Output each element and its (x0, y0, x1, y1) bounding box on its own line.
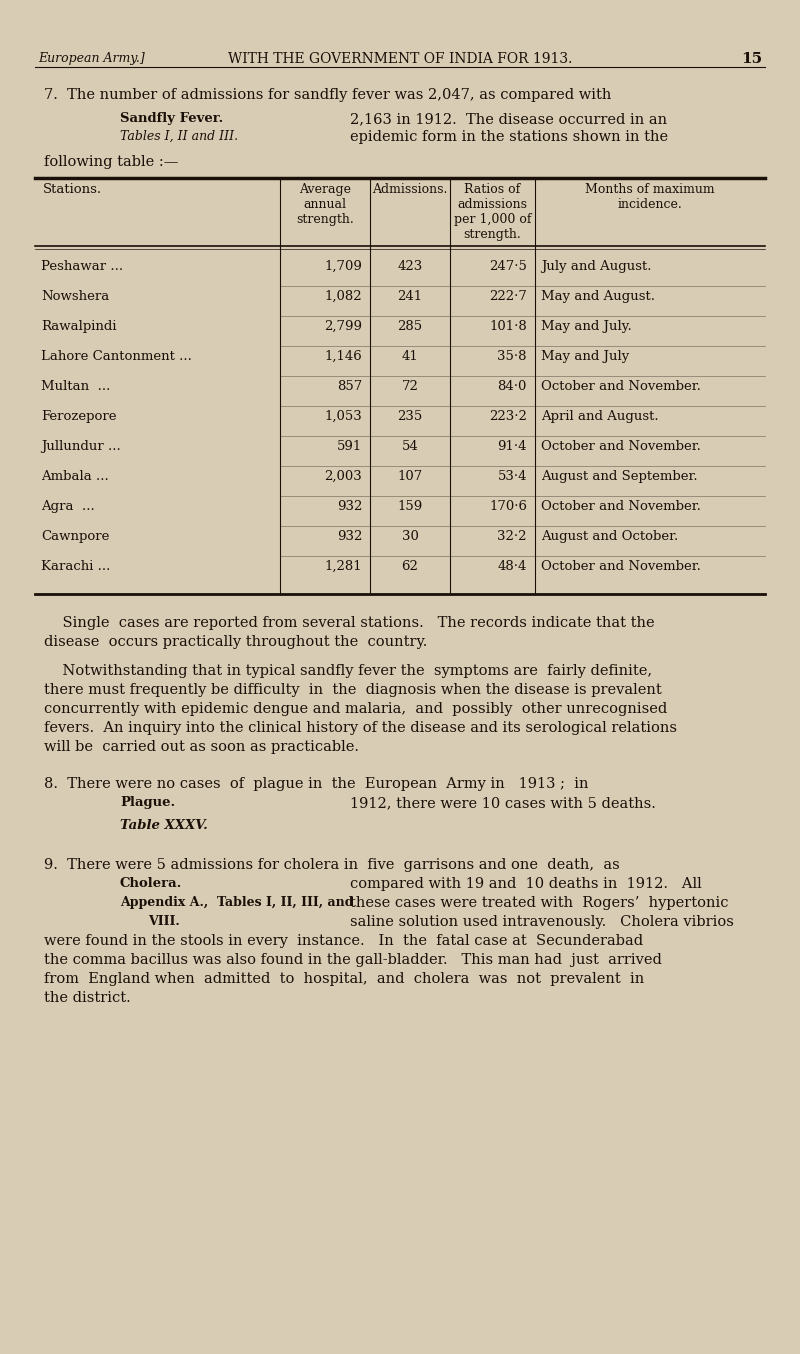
Text: 2,799: 2,799 (324, 320, 362, 333)
Text: 932: 932 (337, 500, 362, 513)
Text: Sandfly Fever.: Sandfly Fever. (120, 112, 223, 125)
Text: 54: 54 (402, 440, 418, 454)
Text: 72: 72 (402, 380, 418, 393)
Text: May and July: May and July (541, 349, 630, 363)
Text: these cases were treated with  Rogers’  hypertonic: these cases were treated with Rogers’ hy… (350, 896, 729, 910)
Text: Average
annual
strength.: Average annual strength. (296, 183, 354, 226)
Text: Plague.: Plague. (120, 796, 175, 808)
Text: Peshawar ...: Peshawar ... (41, 260, 123, 274)
Text: Multan  ...: Multan ... (41, 380, 110, 393)
Text: Jullundur ...: Jullundur ... (41, 440, 121, 454)
Text: Tables I, II and III.: Tables I, II and III. (120, 130, 238, 144)
Text: Notwithstanding that in typical sandfly fever the  symptoms are  fairly definite: Notwithstanding that in typical sandfly … (44, 663, 652, 678)
Text: August and September.: August and September. (541, 470, 698, 483)
Text: Appendix A.,  Tables I, II, III, and: Appendix A., Tables I, II, III, and (120, 896, 354, 909)
Text: 30: 30 (402, 529, 418, 543)
Text: there must frequently be difficulty  in  the  diagnosis when the disease is prev: there must frequently be difficulty in t… (44, 682, 662, 697)
Text: 241: 241 (398, 290, 422, 303)
Text: Stations.: Stations. (43, 183, 102, 196)
Text: VIII.: VIII. (148, 915, 180, 927)
Text: 1,281: 1,281 (324, 561, 362, 573)
Text: Single  cases are reported from several stations.   The records indicate that th: Single cases are reported from several s… (44, 616, 654, 630)
Text: Ambala ...: Ambala ... (41, 470, 109, 483)
Text: 107: 107 (398, 470, 422, 483)
Text: 15: 15 (741, 51, 762, 66)
Text: compared with 19 and  10 deaths in  1912.   All: compared with 19 and 10 deaths in 1912. … (350, 877, 702, 891)
Text: May and August.: May and August. (541, 290, 655, 303)
Text: 7.  The number of admissions for sandfly fever was 2,047, as compared with: 7. The number of admissions for sandfly … (44, 88, 611, 102)
Text: 53·4: 53·4 (498, 470, 527, 483)
Text: July and August.: July and August. (541, 260, 651, 274)
Text: disease  occurs practically throughout the  country.: disease occurs practically throughout th… (44, 635, 427, 649)
Text: European Army.]: European Army.] (38, 51, 145, 65)
Text: Ferozepore: Ferozepore (41, 410, 117, 422)
Text: were found in the stools in every  instance.   In  the  fatal case at  Secundera: were found in the stools in every instan… (44, 934, 643, 948)
Text: the district.: the district. (44, 991, 130, 1005)
Text: Table XXXV.: Table XXXV. (120, 819, 208, 831)
Text: October and November.: October and November. (541, 380, 701, 393)
Text: Ratios of
admissions
per 1,000 of
strength.: Ratios of admissions per 1,000 of streng… (454, 183, 531, 241)
Text: 285: 285 (398, 320, 422, 333)
Text: 159: 159 (398, 500, 422, 513)
Text: 170·6: 170·6 (489, 500, 527, 513)
Text: 857: 857 (337, 380, 362, 393)
Text: Rawalpindi: Rawalpindi (41, 320, 117, 333)
Text: August and October.: August and October. (541, 529, 678, 543)
Text: 8.  There were no cases  of  plague in  the  European  Army in   1913 ;  in: 8. There were no cases of plague in the … (44, 777, 589, 791)
Text: Karachi ...: Karachi ... (41, 561, 110, 573)
Text: Months of maximum
incidence.: Months of maximum incidence. (585, 183, 715, 211)
Text: saline solution used intravenously.   Cholera vibrios: saline solution used intravenously. Chol… (350, 915, 734, 929)
Text: 84·0: 84·0 (498, 380, 527, 393)
Text: Cholera.: Cholera. (120, 877, 182, 890)
Text: 591: 591 (337, 440, 362, 454)
Text: the comma bacillus was also found in the gall-bladder.   This man had  just  arr: the comma bacillus was also found in the… (44, 953, 662, 967)
Text: 41: 41 (402, 349, 418, 363)
Text: Cawnpore: Cawnpore (41, 529, 110, 543)
Text: from  England when  admitted  to  hospital,  and  cholera  was  not  prevalent  : from England when admitted to hospital, … (44, 972, 644, 986)
Text: October and November.: October and November. (541, 440, 701, 454)
Text: 235: 235 (398, 410, 422, 422)
Text: 2,163 in 1912.  The disease occurred in an: 2,163 in 1912. The disease occurred in a… (350, 112, 667, 126)
Text: 932: 932 (337, 529, 362, 543)
Text: will be  carried out as soon as practicable.: will be carried out as soon as practicab… (44, 741, 359, 754)
Text: Nowshera: Nowshera (41, 290, 110, 303)
Text: WITH THE GOVERNMENT OF INDIA FOR 1913.: WITH THE GOVERNMENT OF INDIA FOR 1913. (228, 51, 572, 66)
Text: Lahore Cantonment ...: Lahore Cantonment ... (41, 349, 192, 363)
Text: 48·4: 48·4 (498, 561, 527, 573)
Text: following table :—: following table :— (44, 154, 178, 169)
Text: 222·7: 222·7 (489, 290, 527, 303)
Text: 423: 423 (398, 260, 422, 274)
Text: 91·4: 91·4 (498, 440, 527, 454)
Text: Agra  ...: Agra ... (41, 500, 94, 513)
Text: 35·8: 35·8 (498, 349, 527, 363)
Text: 2,003: 2,003 (324, 470, 362, 483)
Text: May and July.: May and July. (541, 320, 632, 333)
Text: 62: 62 (402, 561, 418, 573)
Text: 1,709: 1,709 (324, 260, 362, 274)
Text: concurrently with epidemic dengue and malaria,  and  possibly  other unrecognise: concurrently with epidemic dengue and ma… (44, 701, 667, 716)
Text: 101·8: 101·8 (490, 320, 527, 333)
Text: fevers.  An inquiry into the clinical history of the disease and its serological: fevers. An inquiry into the clinical his… (44, 720, 677, 735)
Text: 223·2: 223·2 (489, 410, 527, 422)
Text: 1,082: 1,082 (324, 290, 362, 303)
Text: 247·5: 247·5 (489, 260, 527, 274)
Text: 32·2: 32·2 (498, 529, 527, 543)
Text: October and November.: October and November. (541, 561, 701, 573)
Text: 1,146: 1,146 (324, 349, 362, 363)
Text: 9.  There were 5 admissions for cholera in  five  garrisons and one  death,  as: 9. There were 5 admissions for cholera i… (44, 858, 620, 872)
Text: epidemic form in the stations shown in the: epidemic form in the stations shown in t… (350, 130, 668, 144)
Text: October and November.: October and November. (541, 500, 701, 513)
Text: 1,053: 1,053 (324, 410, 362, 422)
Text: April and August.: April and August. (541, 410, 658, 422)
Text: Admissions.: Admissions. (372, 183, 448, 196)
Text: 1912, there were 10 cases with 5 deaths.: 1912, there were 10 cases with 5 deaths. (350, 796, 656, 810)
